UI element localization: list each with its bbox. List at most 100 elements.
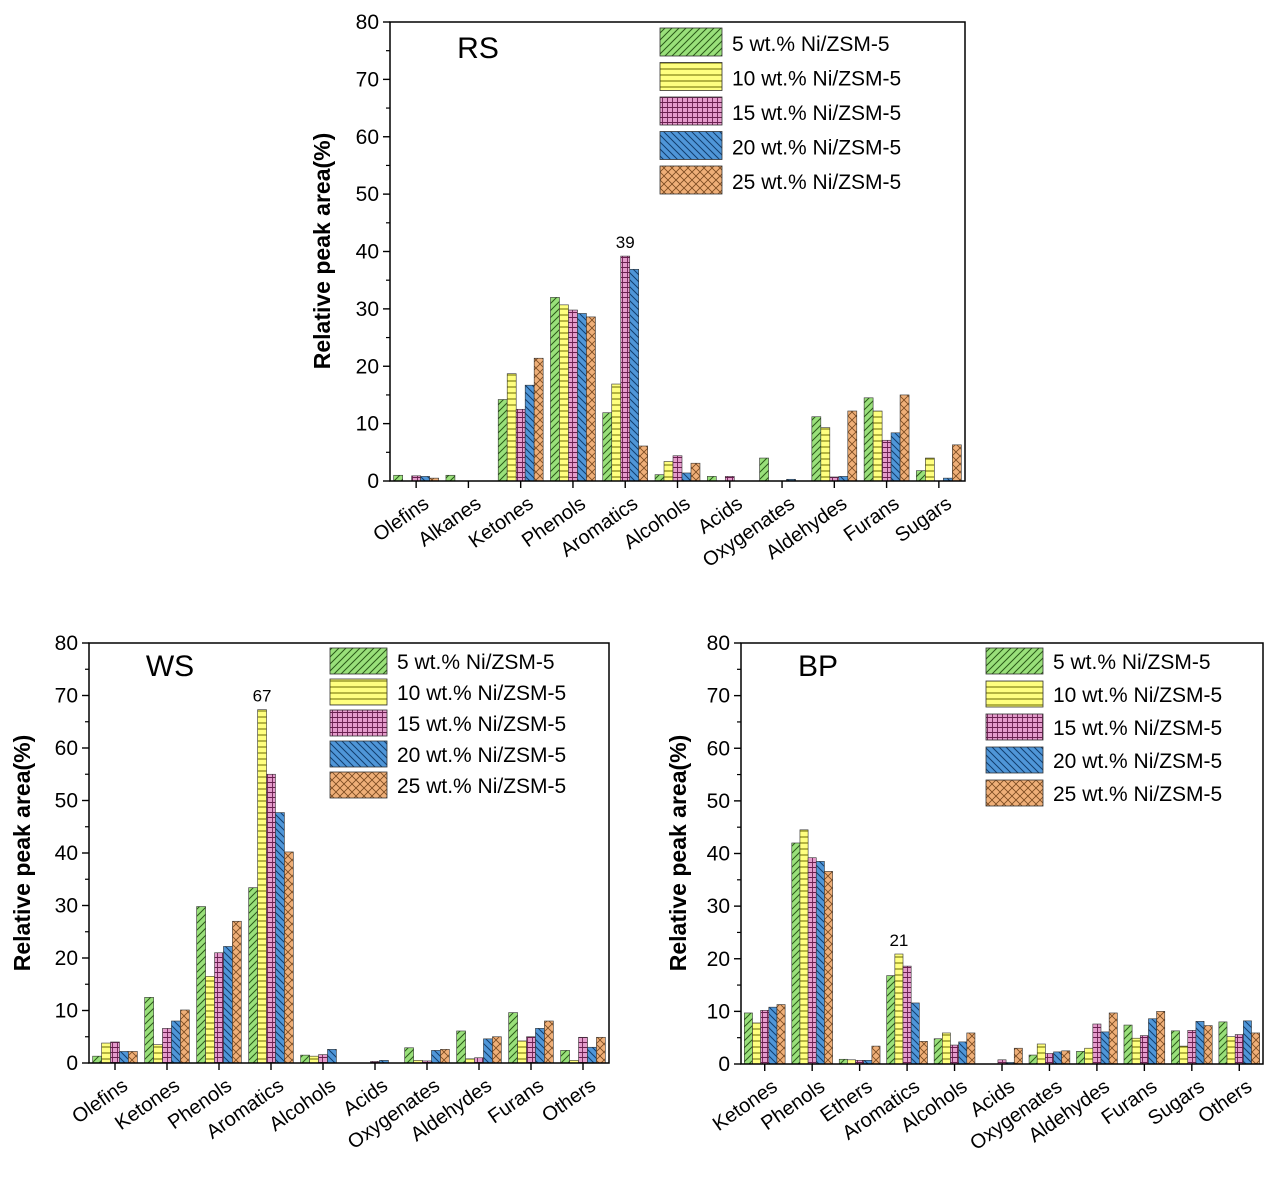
bar-bp-s3-c9 bbox=[1195, 1021, 1205, 1065]
bar-ws-s3-c7 bbox=[483, 1038, 493, 1064]
bar-ws-s0-c0 bbox=[92, 1055, 102, 1064]
bar-bp-s4-c2 bbox=[871, 1045, 881, 1065]
legend-ws: 5 wt.% Ni/ZSM-5 10 wt.% Ni/ZSM-5 15 wt.% N… bbox=[324, 644, 566, 799]
x-category-label: Furans bbox=[484, 1075, 548, 1129]
y-axis-bp: 0 10 20 30 40 50 60 70 80 bbox=[707, 632, 741, 1076]
bar-bp-s0-c6 bbox=[1028, 1054, 1038, 1065]
bar-rs-s0-c0 bbox=[393, 474, 403, 482]
bar-ws-s2-c4 bbox=[318, 1054, 328, 1064]
bar-rs-s0-c4 bbox=[602, 412, 613, 482]
legend-frame bbox=[324, 644, 325, 645]
bar-bp-s1-c4 bbox=[942, 1032, 951, 1065]
bar-ws-s0-c9 bbox=[560, 1050, 570, 1064]
peak-annotation-ws: 67 bbox=[253, 687, 272, 706]
legend-swatch-4 bbox=[329, 771, 388, 799]
bar-rs-s2-c4 bbox=[620, 255, 631, 482]
bar-ws-s2-c7 bbox=[474, 1057, 484, 1064]
bar-bp-s3-c3 bbox=[910, 1002, 920, 1065]
bar-ws-s1-c4 bbox=[309, 1055, 319, 1064]
bar-ws-s0-c3 bbox=[248, 887, 258, 1064]
legend-label-3: 20 wt.% Ni/ZSM-5 bbox=[1053, 750, 1222, 773]
bar-rs-s3-c9 bbox=[890, 432, 901, 482]
bar-bp-s1-c10 bbox=[1226, 1036, 1236, 1065]
bar-bp-s2-c3 bbox=[902, 965, 912, 1065]
y-axis-label-ws: Relative peak area(%) bbox=[9, 735, 35, 972]
bar-bp-s4-c6 bbox=[1061, 1050, 1071, 1065]
legend-swatch-4 bbox=[985, 779, 1044, 807]
bar-bp-s4-c9 bbox=[1203, 1025, 1213, 1065]
bar-rs-s3-c4 bbox=[629, 268, 640, 482]
bar-bp-s3-c8 bbox=[1148, 1018, 1157, 1065]
bar-rs-s1-c8 bbox=[820, 427, 831, 482]
x-category-label: Others bbox=[538, 1075, 600, 1127]
bar-ws-s4-c2 bbox=[232, 920, 242, 1064]
x-axis-bp: KetonesPhenolsEthersAromaticsAlcoholsAci… bbox=[709, 1064, 1256, 1155]
bar-bp-s1-c3 bbox=[894, 953, 904, 1065]
y-tick-label: 0 bbox=[66, 1052, 78, 1075]
peak-annotation-bp: 21 bbox=[889, 931, 908, 950]
bar-bp-s2-c9 bbox=[1187, 1030, 1197, 1065]
bar-rs-s2-c9 bbox=[881, 439, 892, 482]
legend-frame bbox=[654, 24, 655, 25]
bar-ws-s3-c4 bbox=[327, 1049, 337, 1064]
legend-swatch-0 bbox=[659, 27, 723, 57]
bar-ws-s0-c2 bbox=[196, 906, 206, 1064]
y-tick-label: 20 bbox=[707, 948, 730, 971]
bar-bp-s4-c10 bbox=[1251, 1032, 1260, 1065]
bar-ws-s3-c6 bbox=[431, 1050, 441, 1064]
panel-title-ws: WS bbox=[146, 650, 194, 683]
bar-ws-s4-c8 bbox=[544, 1020, 554, 1064]
legend-label-2: 15 wt.% Ni/ZSM-5 bbox=[732, 102, 901, 125]
y-tick-label: 0 bbox=[718, 1053, 730, 1076]
x-category-label: Furans bbox=[840, 493, 904, 547]
bar-bp-s1-c8 bbox=[1131, 1037, 1141, 1065]
legend-swatch-2 bbox=[659, 96, 723, 126]
bar-rs-s4-c3 bbox=[586, 316, 596, 482]
bar-rs-s0-c2 bbox=[497, 399, 508, 482]
bar-bp-s1-c0 bbox=[752, 1022, 761, 1065]
bar-bp-s4-c8 bbox=[1156, 1011, 1166, 1065]
bar-ws-s4-c1 bbox=[180, 1009, 190, 1064]
bar-rs-s0-c5 bbox=[654, 474, 665, 482]
y-axis-label-rs: Relative peak area(%) bbox=[309, 133, 335, 370]
bar-bp-s1-c6 bbox=[1036, 1043, 1046, 1065]
bar-bp-s2-c1 bbox=[807, 857, 817, 1065]
bar-rs-s4-c5 bbox=[690, 462, 701, 482]
bar-rs-s0-c3 bbox=[550, 297, 560, 482]
bar-bp-s4-c0 bbox=[776, 1004, 786, 1065]
bar-ws-s1-c1 bbox=[153, 1044, 163, 1064]
y-tick-label: 80 bbox=[707, 632, 730, 655]
bar-bp-s2-c10 bbox=[1234, 1034, 1244, 1065]
bar-rs-s2-c5 bbox=[672, 455, 683, 482]
bar-bp-s1-c7 bbox=[1084, 1047, 1094, 1065]
legend-label-1: 10 wt.% Ni/ZSM-5 bbox=[397, 682, 566, 705]
panel-rs: 0 10 20 30 40 50 60 70 80 OlefinsAlkanesKetonesP… bbox=[309, 11, 966, 572]
legend-swatch-0 bbox=[329, 647, 388, 675]
legend-label-2: 15 wt.% Ni/ZSM-5 bbox=[397, 713, 566, 736]
bar-ws-s2-c1 bbox=[162, 1028, 172, 1064]
bar-rs-s0-c1 bbox=[445, 474, 456, 482]
bar-rs-s3-c3 bbox=[577, 313, 587, 482]
legend-swatch-3 bbox=[659, 131, 723, 160]
bars-bp bbox=[744, 829, 1260, 1065]
legend-swatch-3 bbox=[329, 740, 388, 768]
bar-ws-s3-c8 bbox=[535, 1028, 545, 1064]
bar-bp-s4-c3 bbox=[919, 1041, 928, 1065]
bar-ws-s2-c9 bbox=[578, 1036, 588, 1064]
legend-label-0: 5 wt.% Ni/ZSM-5 bbox=[397, 651, 555, 674]
bar-ws-s0-c8 bbox=[508, 1012, 518, 1064]
y-tick-label: 60 bbox=[707, 737, 730, 760]
panel-bp: 0 10 20 30 40 50 60 70 80 KetonesPhenolsEthersAr… bbox=[665, 632, 1264, 1155]
bar-bp-s0-c1 bbox=[791, 842, 801, 1065]
y-tick-label: 30 bbox=[55, 895, 78, 918]
x-axis-rs: OlefinsAlkanesKetonesPhenolsAromaticsAlc… bbox=[369, 481, 956, 572]
bar-rs-s1-c10 bbox=[925, 457, 935, 482]
y-tick-label: 70 bbox=[356, 68, 379, 91]
bar-bp-s4-c4 bbox=[966, 1032, 976, 1065]
bar-bp-s0-c9 bbox=[1171, 1030, 1180, 1065]
y-tick-label: 0 bbox=[367, 470, 379, 493]
legend-frame bbox=[980, 644, 981, 645]
legend-label-1: 10 wt.% Ni/ZSM-5 bbox=[732, 68, 901, 91]
legend-label-4: 25 wt.% Ni/ZSM-5 bbox=[732, 171, 901, 194]
bar-bp-s2-c4 bbox=[950, 1044, 959, 1065]
